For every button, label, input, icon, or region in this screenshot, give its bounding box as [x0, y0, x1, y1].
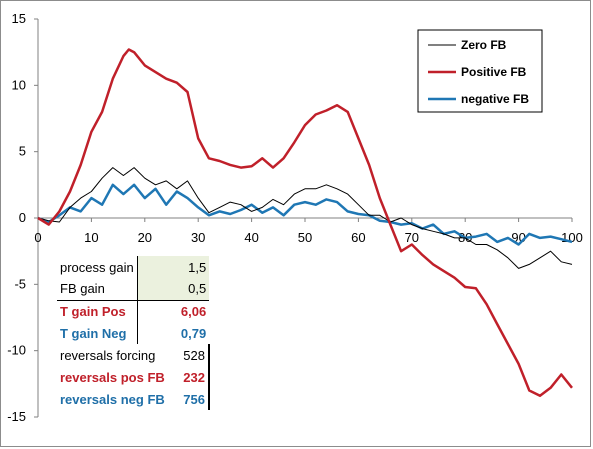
x-tick-label: 0 [34, 230, 41, 245]
legend: Zero FB Positive FB negative FB [417, 29, 543, 113]
reversal-value: 528 [177, 344, 210, 366]
reversal-label: reversals forcing [60, 347, 156, 363]
param-value: 0,79 [136, 322, 210, 344]
legend-label: Positive FB [461, 65, 527, 79]
y-tick-label: -5 [14, 276, 26, 291]
y-tick-label: -15 [7, 409, 26, 424]
x-tick-label: 30 [191, 230, 205, 245]
reversal-value: 232 [177, 366, 210, 388]
reversal-value: 756 [177, 388, 210, 410]
y-tick-label: 15 [12, 11, 26, 26]
params-row: T gain Pos 6,06 [57, 299, 210, 322]
param-label: process gain [60, 259, 134, 275]
reversals-row: reversals neg FB 756 [57, 388, 210, 410]
params-row: process gain 1,5 [57, 256, 210, 278]
x-tick-label: 10 [84, 230, 98, 245]
params-row: FB gain 0,5 [57, 278, 210, 300]
series-line-zero-fb [37, 167, 573, 269]
param-value: 0,5 [136, 278, 210, 300]
reversals-table: reversals forcing 528 reversals pos FB 232 r… [57, 344, 210, 410]
param-label: FB gain [60, 281, 105, 297]
x-tick-label: 70 [405, 230, 419, 245]
series-layer [37, 48, 573, 398]
y-axis: 15 10 5 0 -5 -10 -15 [7, 11, 39, 424]
params-row: T gain Neg 0,79 [57, 322, 210, 344]
x-tick-label: 100 [561, 230, 583, 245]
y-tick-label: 5 [19, 144, 26, 159]
x-axis: 0 10 20 30 40 50 60 70 80 90 100 [34, 217, 583, 245]
y-tick-label: -10 [7, 343, 26, 358]
param-value: 6,06 [136, 299, 210, 322]
legend-label: negative FB [461, 92, 529, 106]
params-table: process gain 1,5 FB gain 0,5 T gain Pos 6,06 T… [57, 256, 210, 344]
y-tick-label: 0 [19, 210, 26, 225]
x-tick-label: 40 [244, 230, 258, 245]
x-tick-label: 20 [138, 230, 152, 245]
series-line-negative-fb [37, 183, 573, 246]
reversals-row: reversals pos FB 232 [57, 366, 210, 388]
legend-label: Zero FB [461, 38, 507, 52]
reversals-row: reversals forcing 528 [57, 344, 210, 366]
param-value: 1,5 [136, 256, 210, 278]
reversal-label: reversals neg FB [60, 391, 165, 407]
reversal-label: reversals pos FB [60, 369, 165, 385]
param-label: T gain Pos [57, 299, 138, 322]
x-tick-label: 60 [351, 230, 365, 245]
y-tick-label: 10 [12, 77, 26, 92]
x-tick-label: 50 [298, 230, 312, 245]
series-line-positive-fb [37, 48, 573, 398]
param-label: T gain Neg [60, 325, 127, 341]
